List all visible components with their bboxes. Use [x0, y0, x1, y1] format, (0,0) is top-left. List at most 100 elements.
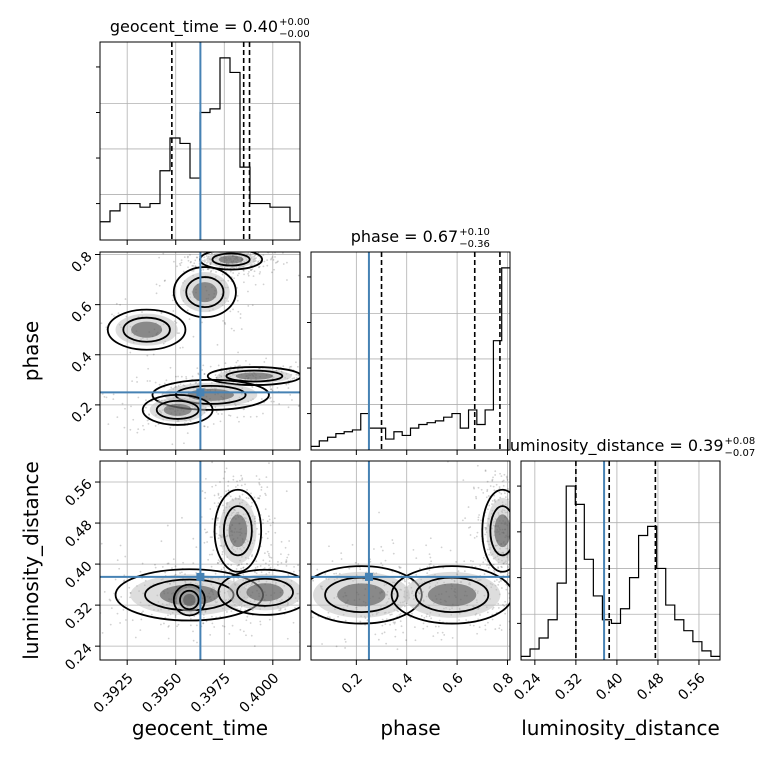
sample-point — [221, 624, 224, 627]
sample-point — [271, 247, 273, 249]
sample-point — [484, 528, 487, 531]
sample-point — [502, 603, 504, 606]
sample-point — [142, 424, 144, 427]
sample-point — [227, 248, 229, 250]
sample-point — [148, 413, 150, 415]
x-tick-label: 0.56 — [675, 670, 708, 703]
sample-point — [510, 549, 512, 551]
sample-point — [256, 497, 259, 500]
sample-point — [331, 560, 334, 563]
sample-point — [536, 593, 538, 595]
sample-point — [469, 559, 472, 562]
sample-point — [192, 264, 195, 267]
sample-point — [207, 268, 210, 271]
sample-point — [267, 554, 270, 557]
sample-point — [235, 568, 238, 570]
sample-point — [174, 565, 177, 568]
sample-point — [268, 247, 270, 249]
sample-point — [527, 615, 529, 617]
sample-point — [187, 255, 189, 258]
sample-point — [141, 562, 144, 565]
density-core — [218, 255, 244, 264]
sample-point — [229, 495, 232, 498]
sample-point — [172, 558, 175, 561]
sample-point — [218, 497, 221, 499]
density-core — [246, 583, 284, 602]
sample-point — [271, 256, 274, 258]
sample-point — [515, 528, 517, 530]
sample-point — [258, 445, 260, 447]
sample-point — [544, 531, 546, 533]
sample-point — [492, 485, 495, 488]
sample-point — [518, 615, 520, 617]
sample-point — [120, 595, 123, 598]
sample-point — [473, 536, 476, 539]
sample-point — [418, 567, 421, 570]
sample-point — [307, 613, 309, 615]
sample-point — [482, 561, 485, 564]
sample-point — [192, 247, 194, 249]
sample-point — [288, 367, 291, 370]
sample-point — [108, 598, 111, 601]
x-tick-label: 0.4 — [389, 670, 416, 697]
sample-point — [411, 612, 413, 615]
sample-point — [196, 641, 198, 644]
title-lower: −0.36 — [459, 239, 490, 250]
sample-point — [160, 312, 163, 314]
panel-title-phase: phase = 0.67 — [351, 227, 458, 246]
contour-inner — [225, 369, 284, 383]
sample-point — [455, 561, 458, 563]
sample-point — [510, 599, 512, 601]
sample-point — [232, 308, 234, 311]
sample-point — [276, 564, 279, 566]
sample-point — [394, 621, 396, 624]
sample-point — [267, 247, 269, 249]
sample-point — [231, 624, 234, 627]
sample-point — [428, 563, 431, 566]
sample-point — [225, 467, 228, 470]
sample-point — [518, 603, 520, 605]
sample-point — [268, 618, 271, 621]
sample-point — [220, 568, 223, 571]
x-tick-label: 0.6 — [440, 670, 467, 697]
density-core — [131, 321, 163, 338]
sample-point — [229, 270, 232, 273]
sample-point — [311, 616, 314, 619]
sample-point — [288, 540, 291, 542]
sample-point — [222, 320, 224, 322]
sample-point — [494, 470, 497, 473]
sample-point — [147, 422, 150, 425]
grid — [311, 461, 510, 660]
sample-point — [292, 608, 294, 610]
sample-point — [203, 260, 206, 263]
sample-point — [258, 483, 261, 486]
sample-point — [207, 267, 209, 270]
sample-point — [499, 496, 502, 499]
sample-point — [226, 246, 228, 248]
sample-point — [236, 484, 239, 487]
sample-point — [93, 590, 95, 592]
sample-point — [217, 492, 220, 495]
sample-point — [443, 634, 446, 636]
sample-point — [236, 359, 239, 362]
sample-point — [540, 497, 542, 499]
sample-point — [268, 397, 271, 400]
sample-point — [269, 566, 272, 569]
sample-point — [45, 613, 47, 615]
panel-content — [292, 461, 573, 660]
sample-point — [505, 477, 508, 479]
sample-point — [296, 365, 299, 368]
x-tick-label: 0.2 — [339, 670, 366, 697]
sample-point — [266, 247, 268, 249]
sample-point — [530, 505, 532, 507]
sample-point — [516, 527, 518, 529]
sample-point — [515, 592, 517, 594]
sample-point — [118, 567, 121, 570]
sample-point — [571, 596, 573, 598]
sample-point — [502, 479, 505, 482]
sample-point — [425, 544, 428, 547]
sample-point — [250, 264, 253, 266]
sample-point — [477, 618, 480, 621]
sample-point — [390, 613, 393, 616]
sample-point — [202, 364, 205, 367]
